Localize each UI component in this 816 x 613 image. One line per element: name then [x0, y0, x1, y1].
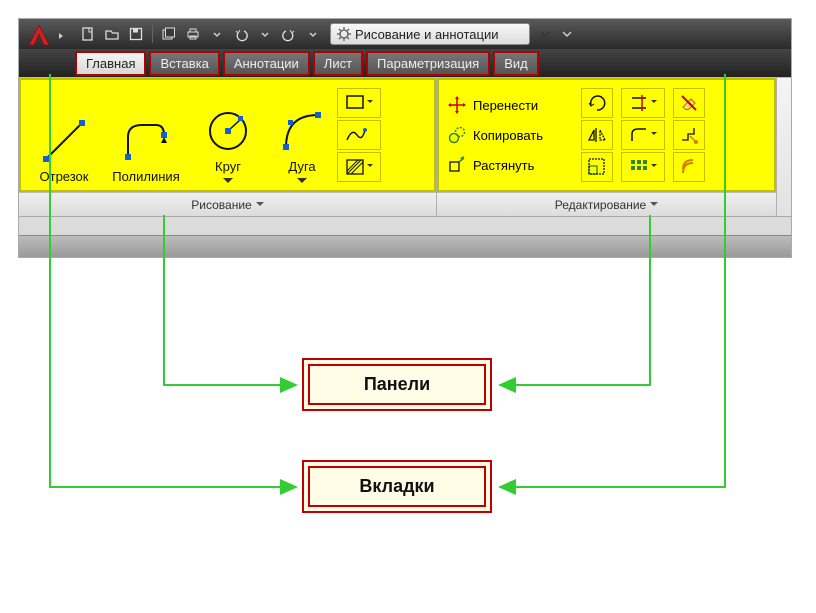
- tool-circle-label: Круг: [215, 159, 241, 174]
- tool-polyline[interactable]: Полилиния: [107, 86, 185, 184]
- tab-view[interactable]: Вид: [493, 51, 539, 76]
- qat-open-icon[interactable]: [101, 23, 123, 45]
- qat-saveall-icon[interactable]: [158, 23, 180, 45]
- qat-undo-icon[interactable]: [230, 23, 252, 45]
- modify-col-1: [581, 88, 613, 182]
- workspace-switcher[interactable]: Рисование и аннотации: [330, 23, 530, 45]
- modify-col-3: [673, 88, 705, 182]
- tab-home[interactable]: Главная: [75, 51, 146, 76]
- workspace-label: Рисование и аннотации: [355, 27, 499, 42]
- tool-polyline-label: Полилиния: [112, 169, 179, 184]
- panel-modify: Перенести Копировать Растянуть: [437, 78, 777, 216]
- ribbon: Отрезок Полилиния Круг Дуга: [19, 77, 791, 217]
- panel-modify-body: Перенести Копировать Растянуть: [437, 78, 776, 192]
- tool-arc-label: Дуга: [288, 159, 315, 174]
- polyline-icon: [122, 117, 170, 165]
- tool-erase[interactable]: [673, 88, 705, 118]
- panel-draw-title-label: Рисование: [191, 198, 251, 212]
- tool-explode[interactable]: [673, 120, 705, 150]
- qat-new-icon[interactable]: [77, 23, 99, 45]
- tool-line[interactable]: Отрезок: [25, 86, 103, 184]
- tool-fillet[interactable]: [621, 120, 665, 150]
- chevron-down-icon: [650, 202, 658, 208]
- tool-offset[interactable]: [673, 152, 705, 182]
- dropdown-icon: [297, 178, 307, 184]
- panel-modify-title[interactable]: Редактирование: [437, 192, 776, 216]
- circle-icon: [204, 107, 252, 155]
- cmd-move[interactable]: Перенести: [443, 90, 573, 120]
- cmd-stretch-label: Растянуть: [473, 158, 534, 173]
- qat-print-icon[interactable]: [182, 23, 204, 45]
- panel-draw-title[interactable]: Рисование: [19, 192, 436, 216]
- window-bottom-strip: [19, 235, 791, 257]
- modify-commands: Перенести Копировать Растянуть: [443, 90, 573, 180]
- cmd-move-label: Перенести: [473, 98, 538, 113]
- qat-dropdown-icon[interactable]: [206, 23, 228, 45]
- ribbon-tab-bar: Главная Вставка Аннотации Лист Параметри…: [19, 49, 791, 77]
- tool-rectangle[interactable]: [337, 88, 381, 118]
- tool-line-label: Отрезок: [40, 169, 89, 184]
- stretch-icon: [447, 155, 467, 175]
- move-icon: [447, 95, 467, 115]
- draw-small-tools: [337, 88, 381, 182]
- qat-dropdown-icon[interactable]: [254, 23, 276, 45]
- qat-separator: [152, 25, 153, 43]
- tool-scale[interactable]: [581, 152, 613, 182]
- tab-annotate[interactable]: Аннотации: [223, 51, 310, 76]
- tab-layout[interactable]: Лист: [313, 51, 363, 76]
- modify-col-2: [621, 88, 665, 182]
- panel-draw: Отрезок Полилиния Круг Дуга: [19, 78, 437, 216]
- app-window: Рисование и аннотации Главная Вставка Ан…: [18, 18, 792, 258]
- dropdown-icon: [223, 178, 233, 184]
- qat-save-icon[interactable]: [125, 23, 147, 45]
- panel-draw-body: Отрезок Полилиния Круг Дуга: [19, 78, 436, 192]
- tool-rotate[interactable]: [581, 88, 613, 118]
- qat-more-icon[interactable]: [556, 23, 578, 45]
- tab-insert[interactable]: Вставка: [149, 51, 219, 76]
- panel-modify-title-label: Редактирование: [555, 198, 646, 212]
- cmd-stretch[interactable]: Растянуть: [443, 150, 573, 180]
- quick-access-toolbar: [77, 23, 324, 45]
- cmd-copy[interactable]: Копировать: [443, 120, 573, 150]
- annotation-panels-label: Панели: [364, 374, 430, 394]
- tool-hatch[interactable]: [337, 152, 381, 182]
- tool-trim[interactable]: [621, 88, 665, 118]
- qat-dropdown-icon[interactable]: [302, 23, 324, 45]
- annotation-tabs-label: Вкладки: [359, 476, 434, 496]
- workspace-dropdown-icon[interactable]: [534, 23, 556, 45]
- tool-arc[interactable]: Дуга: [271, 86, 333, 184]
- tool-array[interactable]: [621, 152, 665, 182]
- tool-circle[interactable]: Круг: [189, 86, 267, 184]
- chevron-down-icon: [256, 202, 264, 208]
- title-bar: Рисование и аннотации: [19, 19, 791, 49]
- tab-parametric[interactable]: Параметризация: [366, 51, 490, 76]
- app-menu-button[interactable]: [23, 21, 67, 47]
- qat-redo-icon[interactable]: [278, 23, 300, 45]
- arc-icon: [278, 107, 326, 155]
- line-icon: [40, 117, 88, 165]
- tool-mirror[interactable]: [581, 120, 613, 150]
- copy-icon: [447, 125, 467, 145]
- cmd-copy-label: Копировать: [473, 128, 543, 143]
- gear-icon: [337, 27, 351, 41]
- annotation-panels: Панели: [302, 358, 492, 411]
- tool-spline[interactable]: [337, 120, 381, 150]
- annotation-tabs: Вкладки: [302, 460, 492, 513]
